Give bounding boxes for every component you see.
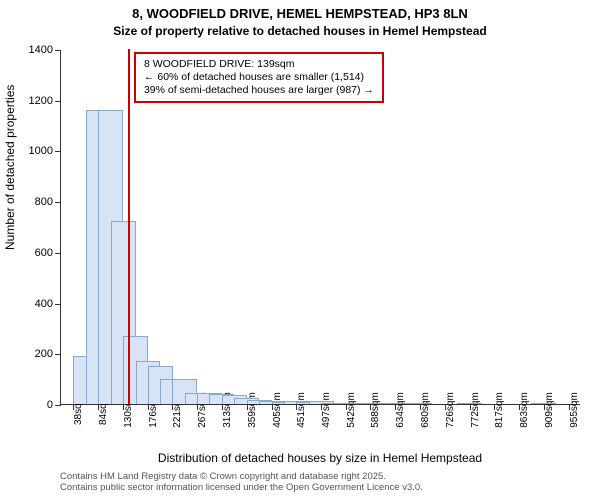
x-tick-label: 542sqm xyxy=(346,392,357,428)
attribution-line-1: Contains HM Land Registry data © Crown c… xyxy=(60,471,580,482)
y-tick xyxy=(55,151,61,152)
x-tick-label: 634sqm xyxy=(395,392,406,428)
x-tick-label: 588sqm xyxy=(370,392,381,428)
x-tick-label: 817sqm xyxy=(494,392,505,428)
x-tick-label: 955sqm xyxy=(569,392,580,428)
histogram-bar xyxy=(457,403,482,404)
y-tick-label: 400 xyxy=(35,298,53,310)
y-tick xyxy=(55,50,61,51)
y-tick-label: 200 xyxy=(35,348,53,360)
marker-line xyxy=(128,49,130,404)
histogram-bar xyxy=(383,403,408,404)
plot-area: 8 WOODFIELD DRIVE: 139sqm ← 60% of detac… xyxy=(60,50,580,405)
x-tick-label: 405sqm xyxy=(272,392,283,428)
x-tick-label: 909sqm xyxy=(544,392,555,428)
y-tick-label: 800 xyxy=(35,196,53,208)
callout-line-2: ← 60% of detached houses are smaller (1,… xyxy=(144,71,374,84)
x-axis-label: Distribution of detached houses by size … xyxy=(60,451,580,465)
x-tick-label: 726sqm xyxy=(445,392,456,428)
x-tick-label: 772sqm xyxy=(470,392,481,428)
attribution-line-2: Contains public sector information licen… xyxy=(60,482,580,493)
callout-box: 8 WOODFIELD DRIVE: 139sqm ← 60% of detac… xyxy=(134,52,384,103)
y-tick-label: 1400 xyxy=(29,44,53,56)
x-tick-label: 451sqm xyxy=(296,392,307,428)
y-axis-label: Number of detached properties xyxy=(3,85,17,250)
callout-line-1: 8 WOODFIELD DRIVE: 139sqm xyxy=(144,58,374,71)
x-tick-label: 497sqm xyxy=(321,392,332,428)
chart-container: 8, WOODFIELD DRIVE, HEMEL HEMPSTEAD, HP3… xyxy=(0,0,600,500)
callout-line-3: 39% of semi-detached houses are larger (… xyxy=(144,84,374,97)
attribution-text: Contains HM Land Registry data © Crown c… xyxy=(60,471,580,494)
y-tick-label: 600 xyxy=(35,247,53,259)
y-tick xyxy=(55,253,61,254)
x-tick-label: 863sqm xyxy=(519,392,530,428)
y-tick-label: 0 xyxy=(47,399,53,411)
histogram-bar xyxy=(531,403,556,404)
y-tick-label: 1200 xyxy=(29,95,53,107)
y-tick xyxy=(55,405,61,406)
x-tick-label: 680sqm xyxy=(420,392,431,428)
chart-subtitle: Size of property relative to detached ho… xyxy=(0,24,600,38)
histogram-bar xyxy=(408,403,433,404)
histogram-bar xyxy=(333,403,358,404)
histogram-bar xyxy=(358,403,383,404)
y-tick xyxy=(55,101,61,102)
chart-title: 8, WOODFIELD DRIVE, HEMEL HEMPSTEAD, HP3… xyxy=(0,6,600,21)
y-tick xyxy=(55,354,61,355)
y-tick xyxy=(55,304,61,305)
y-tick-label: 1000 xyxy=(29,145,53,157)
y-tick xyxy=(55,202,61,203)
